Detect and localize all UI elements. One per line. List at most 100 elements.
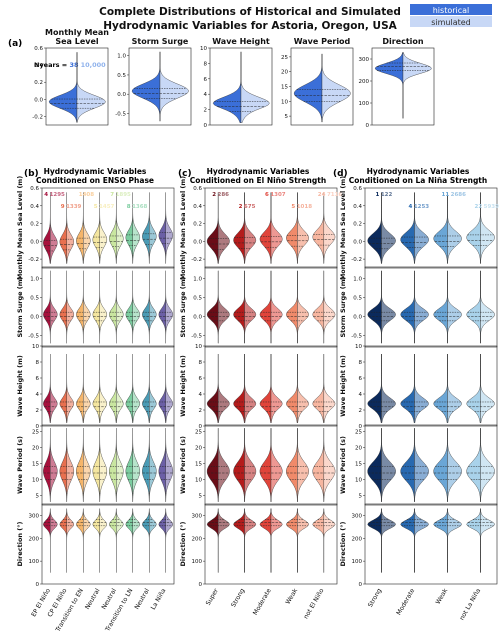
panel-b-row1-violin-7-right (165, 270, 174, 344)
panel-c-row0-frame (204, 187, 338, 269)
panel-b-row2-violin-3-right (99, 354, 108, 423)
panel-c-row3-violin-2-right (270, 428, 283, 502)
panel-c-row3-violin-1 (233, 428, 257, 502)
panel-d-row1-violin-0-right (381, 270, 396, 344)
panel-b-row0-violin-2-right (83, 192, 91, 264)
panel-b-row2-ticklabel-0: 0 (36, 424, 40, 430)
panel-c-xtick-2: Moderate (252, 587, 273, 616)
panel-b-row1-ticklabel--0.5: -0.5 (28, 334, 39, 340)
panel-a-violin-4-right (402, 52, 432, 119)
panel-c-row3-frame (204, 424, 338, 506)
panel-b-row0-violin-0-left (43, 192, 51, 264)
panel-b-row4-violin-3-right (99, 508, 108, 573)
panel-b-xtick-4: Neutral (100, 587, 118, 611)
panel-b-row1-ticklabel-1.0: 1.0 (30, 276, 39, 282)
panel-d-row4-ticklabel-100: 100 (352, 559, 363, 565)
panel-b-row1-ticklabel-0.5: 0.5 (30, 295, 39, 301)
panel-b-row3-violin-5-left (125, 428, 133, 502)
panel-c-row3-violin-0 (206, 428, 230, 502)
panel-d-row3-ticklabel-15: 15 (355, 461, 362, 467)
panel-b-row4-violin-7-left (158, 508, 166, 573)
panel-c-row4-violin-4 (312, 508, 336, 573)
panel-d-row4-frame (364, 503, 498, 585)
panel-d-row2-violin-1 (400, 354, 429, 423)
panel-b-row1-violin-1 (59, 270, 75, 344)
panel-c-row2-violin-4-left (312, 354, 324, 423)
panel-c-row2-ticklabel-8: 8 (199, 360, 203, 366)
panel-d-row4-violin-2 (433, 508, 462, 573)
panel-a-var2-ticklabel-4: 4 (204, 92, 208, 98)
panel-b-row2-violin-6-right (149, 354, 157, 423)
panel-b-row2-violin-0-right (50, 354, 58, 423)
panel-d-row2-violin-3-left (466, 354, 481, 423)
panel-c-row2-ticklabel-0: 0 (199, 424, 203, 430)
panel-b-row3-violin-4 (109, 428, 124, 502)
panel-b-row3-violin-3 (92, 428, 108, 502)
panel-b-row1-violin-0 (43, 270, 58, 344)
panel-b-row3-violin-1 (59, 428, 75, 502)
panel-a-title-4-0: Direction (382, 37, 424, 46)
panel-d-row1-violin-2-left (433, 270, 448, 344)
panel-c-ylabel-3: Wave Period (s) (179, 436, 187, 494)
panel-b-row4-violin-7 (158, 508, 174, 573)
panel-d-row3-ticklabel-20: 20 (355, 445, 362, 451)
legend-simulated-swatch (410, 16, 492, 27)
panel-a-title-1-0: Storm Surge (132, 37, 189, 46)
panel-b-row4-violin-1 (59, 508, 75, 573)
panel-c-nyears-1: 2 675 (239, 204, 256, 210)
panel-c-row1-violin-4-right (323, 270, 336, 344)
panel-d-row3-violin-1 (400, 428, 429, 502)
panel-a-title-3-0: Wave Period (294, 37, 351, 46)
panel-a-var4-frame (371, 47, 435, 126)
panel-b-row4-violin-0-right (50, 508, 58, 573)
panel-b-row4-frame (41, 503, 175, 585)
panel-b-row0-violin-1-right (66, 192, 75, 264)
panel-b-row3-violin-1-right (66, 428, 75, 502)
panel-b-row0-ticklabel--0.2: -0.2 (28, 257, 39, 263)
panel-a-var0-ticklabel--0.2: -0.2 (32, 114, 43, 120)
panel-b-row4-violin-2 (76, 508, 91, 573)
panel-d-row4-violin-3 (466, 508, 495, 573)
panel-c-row1-frame (204, 266, 338, 348)
panel-a-violin-3 (293, 53, 351, 123)
panel-c-ylabel-0: Monthly Mean Sea Level (m) (179, 176, 187, 280)
panel-c-row0-violin-2 (259, 192, 283, 264)
panel-d-row2-ticklabel-4: 4 (359, 392, 363, 398)
panel-d-row0-violin-2-left (433, 192, 448, 264)
panel-c-row4-violin-1-right (244, 508, 257, 573)
panel-b-row0-violin-2 (76, 192, 91, 264)
panel-c-row4-violin-0 (206, 508, 230, 573)
panel-a-var1-ticklabel-0.5: 0.5 (117, 73, 126, 79)
panel-a-var4-ticklabel-200: 200 (359, 79, 370, 85)
panel-c-row4-ticklabel-100: 100 (192, 559, 203, 565)
figure-title-line2: Hydrodynamic Variables for Astoria, Oreg… (103, 20, 397, 32)
panel-b-row2-violin-3 (92, 354, 108, 423)
panel-c-row3-violin-0-left (206, 428, 219, 502)
panel-b-row3-ticklabel-25: 25 (32, 429, 39, 435)
panel-label-c: (c) (178, 169, 192, 179)
legend: historical simulated (410, 4, 492, 27)
panel-d-row2-ticklabel-0: 0 (359, 424, 363, 430)
panel-c-row4-violin-0-right (218, 508, 230, 573)
panel-b-row1-violin-4 (109, 270, 124, 344)
panel-b-row3-violin-0-left (43, 428, 51, 502)
panel-b-row1-frame (41, 266, 175, 348)
panel-d-row3-violin-0 (367, 428, 396, 502)
panel-b-row3-violin-5 (125, 428, 141, 502)
panel-d-row3-ticklabel-5: 5 (359, 493, 363, 499)
panel-c-row0-ticklabel-0.0: 0.0 (193, 239, 202, 245)
panel-d-row0-ticklabel--0.2: -0.2 (351, 257, 362, 263)
panel-b-row0-ticklabel-0.6: 0.6 (30, 186, 39, 192)
panel-c-row1-ticklabel--0.5: -0.5 (191, 334, 202, 340)
panel-d-xtick-1: Moderate (395, 587, 416, 616)
panel-d-row3-violin-1-right (414, 428, 429, 502)
panel-d-row2-ticklabel-6: 6 (359, 376, 363, 382)
panel-a-title-0-1: Sea Level (55, 37, 99, 46)
panel-a-violin-2 (212, 51, 270, 123)
panel-a-var4-ticklabel-100: 100 (359, 101, 370, 107)
panel-a-violin-4-left (374, 52, 404, 119)
panel-d-row4-violin-2-right (447, 508, 462, 573)
panel-d-row0-ticklabel-0.4: 0.4 (353, 204, 362, 210)
panel-d-row3-violin-3-right (480, 428, 495, 502)
panel-b-row1-violin-2 (76, 270, 91, 344)
